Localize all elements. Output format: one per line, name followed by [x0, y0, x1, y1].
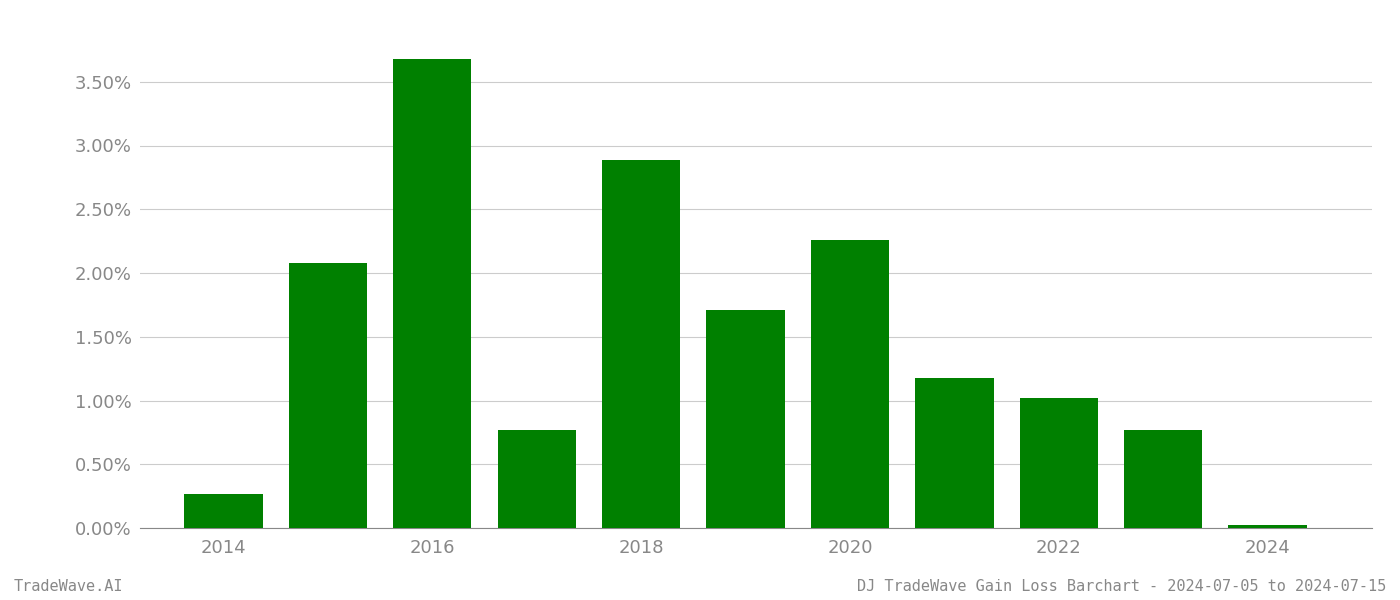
Text: TradeWave.AI: TradeWave.AI	[14, 579, 123, 594]
Text: DJ TradeWave Gain Loss Barchart - 2024-07-05 to 2024-07-15: DJ TradeWave Gain Loss Barchart - 2024-0…	[857, 579, 1386, 594]
Bar	[288, 263, 367, 528]
Bar	[602, 160, 680, 528]
Bar	[185, 494, 263, 528]
Bar	[811, 240, 889, 528]
Bar	[707, 310, 785, 528]
Bar	[1228, 526, 1306, 528]
Bar	[497, 430, 575, 528]
Bar	[1124, 430, 1203, 528]
Bar	[393, 59, 472, 528]
Bar	[916, 377, 994, 528]
Bar	[1019, 398, 1098, 528]
